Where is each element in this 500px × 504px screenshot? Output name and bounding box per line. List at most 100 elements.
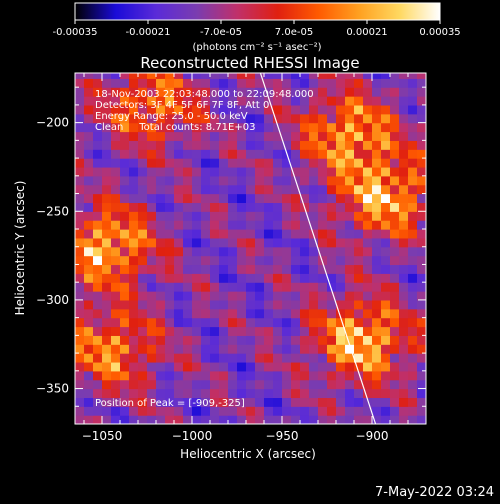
heatmap-cell bbox=[201, 193, 211, 204]
heatmap-cell bbox=[183, 317, 193, 328]
heatmap-cell bbox=[237, 326, 247, 336]
heatmap-cell bbox=[210, 361, 220, 372]
heatmap-cell bbox=[345, 291, 355, 301]
heatmap-cell bbox=[372, 273, 382, 283]
heatmap-cell bbox=[399, 379, 409, 390]
heatmap-cell bbox=[345, 113, 355, 124]
heatmap-cell bbox=[408, 326, 418, 336]
heatmap-cell bbox=[102, 113, 112, 124]
heatmap-cell bbox=[201, 326, 211, 336]
heatmap-cell bbox=[417, 237, 426, 248]
heatmap-cell bbox=[399, 193, 409, 204]
heatmap-cell bbox=[363, 370, 373, 381]
heatmap-cell bbox=[156, 78, 166, 88]
heatmap-cell bbox=[264, 229, 274, 239]
heatmap-cell bbox=[93, 353, 103, 363]
heatmap-cell bbox=[273, 149, 283, 159]
colorbar-ticks bbox=[74, 20, 441, 24]
heatmap-cell bbox=[129, 237, 139, 248]
heatmap-cell bbox=[345, 335, 355, 345]
heatmap-cell bbox=[327, 326, 337, 336]
heatmap-cell bbox=[291, 344, 301, 354]
heatmap-cell bbox=[336, 193, 346, 204]
heatmap-cell bbox=[156, 73, 166, 79]
heatmap-cell bbox=[381, 149, 391, 159]
heatmap-cell bbox=[183, 308, 193, 319]
heatmap-cell bbox=[228, 299, 238, 310]
heatmap-cell bbox=[354, 273, 364, 283]
heatmap-cell bbox=[138, 415, 148, 424]
heatmap-cell bbox=[408, 299, 418, 310]
heatmap-cell bbox=[246, 415, 256, 424]
heatmap-cell bbox=[291, 140, 301, 150]
heatmap-cell bbox=[336, 246, 346, 257]
axis-ticks bbox=[75, 73, 427, 425]
heatmap-cell bbox=[228, 87, 238, 97]
heatmap-cell bbox=[138, 149, 148, 159]
heatmap-cell bbox=[111, 220, 121, 230]
heatmap-cell bbox=[264, 282, 274, 292]
heatmap-cell bbox=[327, 175, 337, 186]
heatmap-cell bbox=[291, 335, 301, 345]
heatmap-cell bbox=[93, 158, 103, 168]
heatmap-cell bbox=[120, 229, 130, 239]
heatmap-cell bbox=[291, 370, 301, 381]
heatmap-cell bbox=[84, 140, 94, 150]
heatmap-cell bbox=[417, 229, 426, 239]
heatmap-cell bbox=[93, 175, 103, 186]
heatmap-cell bbox=[111, 149, 121, 159]
heatmap-cell bbox=[93, 104, 103, 115]
heatmap-cell bbox=[219, 140, 229, 150]
heatmap-cell bbox=[156, 353, 166, 363]
heatmap-cell bbox=[327, 308, 337, 319]
heatmap-cell bbox=[408, 370, 418, 381]
heatmap-cell bbox=[174, 220, 184, 230]
heatmap-cell bbox=[201, 131, 211, 141]
heatmap-cell bbox=[147, 299, 157, 310]
heatmap-cell bbox=[300, 361, 310, 372]
heatmap-cell bbox=[381, 361, 391, 372]
heatmap-cell bbox=[174, 353, 184, 363]
heatmap-cell bbox=[192, 397, 202, 407]
heatmap-cell bbox=[408, 344, 418, 354]
heatmap-cell bbox=[354, 317, 364, 328]
heatmap-cell bbox=[147, 282, 157, 292]
heatmap-cell bbox=[345, 237, 355, 248]
heatmap-cell bbox=[399, 326, 409, 336]
heatmap-cell bbox=[165, 388, 175, 399]
heatmap-cell bbox=[93, 96, 103, 106]
heatmap-cell bbox=[102, 299, 112, 310]
heatmap-cell bbox=[75, 361, 85, 372]
heatmap-cell bbox=[93, 326, 103, 336]
heatmap-cell bbox=[75, 131, 85, 141]
heatmap-cell bbox=[183, 149, 193, 159]
heatmap-cell bbox=[228, 202, 238, 212]
heatmap-cell bbox=[390, 149, 400, 159]
heatmap-cell bbox=[372, 291, 382, 301]
heatmap-cell bbox=[273, 73, 283, 79]
heatmap-cell bbox=[354, 122, 364, 133]
heatmap-cell bbox=[84, 96, 94, 106]
heatmap-cell bbox=[111, 353, 121, 363]
heatmap-cell bbox=[219, 273, 229, 283]
heatmap-cell bbox=[327, 273, 337, 283]
heatmap-cell bbox=[201, 140, 211, 150]
heatmap-cell bbox=[93, 317, 103, 328]
heatmap-cell bbox=[255, 317, 265, 328]
heatmap-cell bbox=[93, 87, 103, 97]
heatmap-cell bbox=[336, 78, 346, 88]
heatmap-image bbox=[75, 73, 426, 424]
heatmap-cell bbox=[219, 122, 229, 133]
heatmap-cell bbox=[228, 96, 238, 106]
heatmap-cell bbox=[228, 220, 238, 230]
heatmap-cell bbox=[372, 78, 382, 88]
heatmap-cell bbox=[147, 158, 157, 168]
heatmap-cell bbox=[138, 299, 148, 310]
heatmap-cell bbox=[273, 344, 283, 354]
heatmap-cell bbox=[246, 397, 256, 407]
heatmap-cell bbox=[264, 104, 274, 115]
heatmap-cell bbox=[246, 229, 256, 239]
heatmap-cell bbox=[75, 193, 85, 204]
heatmap-cell bbox=[282, 415, 292, 424]
heatmap-cell bbox=[291, 73, 301, 79]
